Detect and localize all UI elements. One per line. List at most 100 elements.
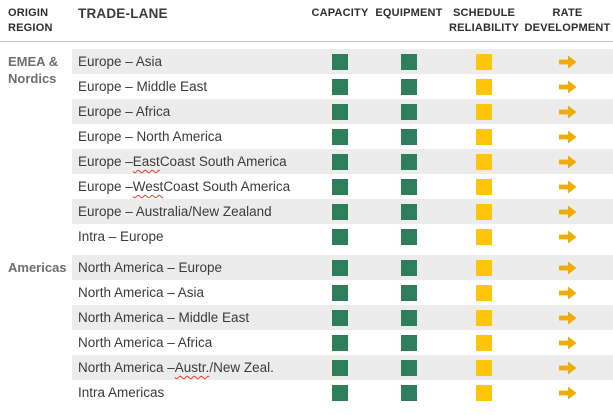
trade-lane-cell: Europe – Asia: [72, 49, 308, 74]
table-row: Intra Americas: [0, 380, 613, 405]
arrow-right-icon: [558, 105, 576, 118]
schedule-reliability-status-cell: [446, 124, 522, 149]
table-header: ORIGIN REGION TRADE-LANE CAPACITY EQUIPM…: [0, 0, 613, 42]
capacity-status-cell: [308, 305, 372, 330]
equipment-status-square: [401, 103, 417, 120]
capacity-status-square: [332, 53, 348, 70]
schedule-reliability-status-cell: [446, 224, 522, 249]
rate-development-cell: [522, 199, 613, 224]
schedule-reliability-status-cell: [446, 280, 522, 305]
region-spacer-cell: [0, 355, 72, 380]
trade-lane-cell: North America – Asia: [72, 280, 308, 305]
rate-development-cell: [522, 224, 613, 249]
trade-lane-label-misspelled: East: [132, 154, 160, 169]
capacity-status-square: [332, 103, 348, 120]
schedule-reliability-status-square: [476, 359, 492, 376]
schedule-reliability-status-square: [476, 203, 492, 220]
trade-lane-label: Europe –: [78, 179, 133, 194]
trade-lane-label: Intra – Europe: [78, 229, 164, 244]
trade-lane-label: Coast South America: [159, 154, 287, 169]
schedule-reliability-status-cell: [446, 99, 522, 124]
trade-lane-label: Europe – Australia/New Zealand: [78, 204, 272, 219]
equipment-status-cell: [372, 280, 446, 305]
equipment-status-cell: [372, 174, 446, 199]
schedule-reliability-status-square: [476, 78, 492, 95]
arrow-right-icon: [558, 55, 576, 68]
arrow-right-icon: [558, 230, 576, 243]
equipment-status-cell: [372, 330, 446, 355]
trade-lane-cell: North America – Austr./New Zeal.: [72, 355, 308, 380]
region-spacer-cell: [0, 199, 72, 224]
equipment-status-square: [401, 228, 417, 245]
capacity-status-cell: [308, 224, 372, 249]
table-row: Europe – Middle East: [0, 74, 613, 99]
arrow-right-icon: [558, 361, 576, 374]
schedule-reliability-status-square: [476, 384, 492, 401]
header-origin-region: ORIGIN REGION: [8, 7, 53, 34]
equipment-status-cell: [372, 380, 446, 405]
arrow-right-icon: [558, 130, 576, 143]
rate-development-cell: [522, 124, 613, 149]
rate-development-cell: [522, 74, 613, 99]
equipment-status-square: [401, 203, 417, 220]
rate-development-cell: [522, 99, 613, 124]
region-spacer-cell: [0, 124, 72, 149]
trade-lane-cell: North America – Europe: [72, 255, 308, 280]
capacity-status-square: [332, 78, 348, 95]
trade-lane-cell: Europe – North America: [72, 124, 308, 149]
rate-development-cell: [522, 174, 613, 199]
trade-lane-label: Europe – Africa: [78, 104, 171, 119]
equipment-status-square: [401, 153, 417, 170]
equipment-status-square: [401, 384, 417, 401]
region-spacer-cell: [0, 330, 72, 355]
capacity-status-cell: [308, 199, 372, 224]
capacity-status-square: [332, 359, 348, 376]
table-row: Europe – West Coast South America: [0, 174, 613, 199]
region-spacer-cell: [0, 174, 72, 199]
capacity-status-cell: [308, 74, 372, 99]
region-section-emea-nordics: EMEA & Nordics Europe – Asia Europe – Midd…: [0, 49, 613, 249]
trade-lane-cell: Europe – Australia/New Zealand: [72, 199, 308, 224]
schedule-reliability-status-cell: [446, 255, 522, 280]
table-row: North America – Austr./New Zeal.: [0, 355, 613, 380]
table-row: Europe – Asia: [0, 49, 613, 74]
capacity-status-square: [332, 334, 348, 351]
arrow-right-icon: [558, 336, 576, 349]
rate-development-cell: [522, 330, 613, 355]
capacity-status-square: [332, 153, 348, 170]
table-row: Europe – Australia/New Zealand: [0, 199, 613, 224]
rate-development-cell: [522, 255, 613, 280]
capacity-status-cell: [308, 355, 372, 380]
table-row: Europe – North America: [0, 124, 613, 149]
schedule-reliability-status-square: [476, 103, 492, 120]
trade-lane-label: /New Zeal.: [209, 360, 274, 375]
capacity-status-cell: [308, 280, 372, 305]
equipment-status-cell: [372, 255, 446, 280]
schedule-reliability-status-square: [476, 153, 492, 170]
trade-lane-label: North America – Africa: [78, 335, 213, 350]
rate-development-cell: [522, 355, 613, 380]
schedule-reliability-status-square: [476, 228, 492, 245]
region-spacer-cell: [0, 224, 72, 249]
capacity-status-cell: [308, 330, 372, 355]
trade-lane-label: Europe – Middle East: [78, 79, 208, 94]
capacity-status-cell: [308, 124, 372, 149]
header-capacity: CAPACITY: [311, 7, 369, 19]
table-row: North America – Europe: [0, 255, 613, 280]
table-body: EMEA & Nordics Europe – Asia Europe – Midd…: [0, 42, 613, 405]
capacity-status-cell: [308, 99, 372, 124]
region-label: EMEA & Nordics: [8, 54, 59, 86]
schedule-reliability-status-cell: [446, 355, 522, 380]
region-spacer-cell: [0, 380, 72, 405]
equipment-status-square: [401, 259, 417, 276]
trade-lane-cell: Europe – East Coast South America: [72, 149, 308, 174]
trade-lane-cell: Intra – Europe: [72, 224, 308, 249]
trade-lane-status-table: ORIGIN REGION TRADE-LANE CAPACITY EQUIPM…: [0, 0, 613, 405]
equipment-status-cell: [372, 224, 446, 249]
trade-lane-cell: Europe – Africa: [72, 99, 308, 124]
equipment-status-cell: [372, 74, 446, 99]
trade-lane-label-misspelled: West: [132, 179, 164, 194]
arrow-right-icon: [558, 155, 576, 168]
arrow-right-icon: [558, 80, 576, 93]
table-row: Europe – East Coast South America: [0, 149, 613, 174]
